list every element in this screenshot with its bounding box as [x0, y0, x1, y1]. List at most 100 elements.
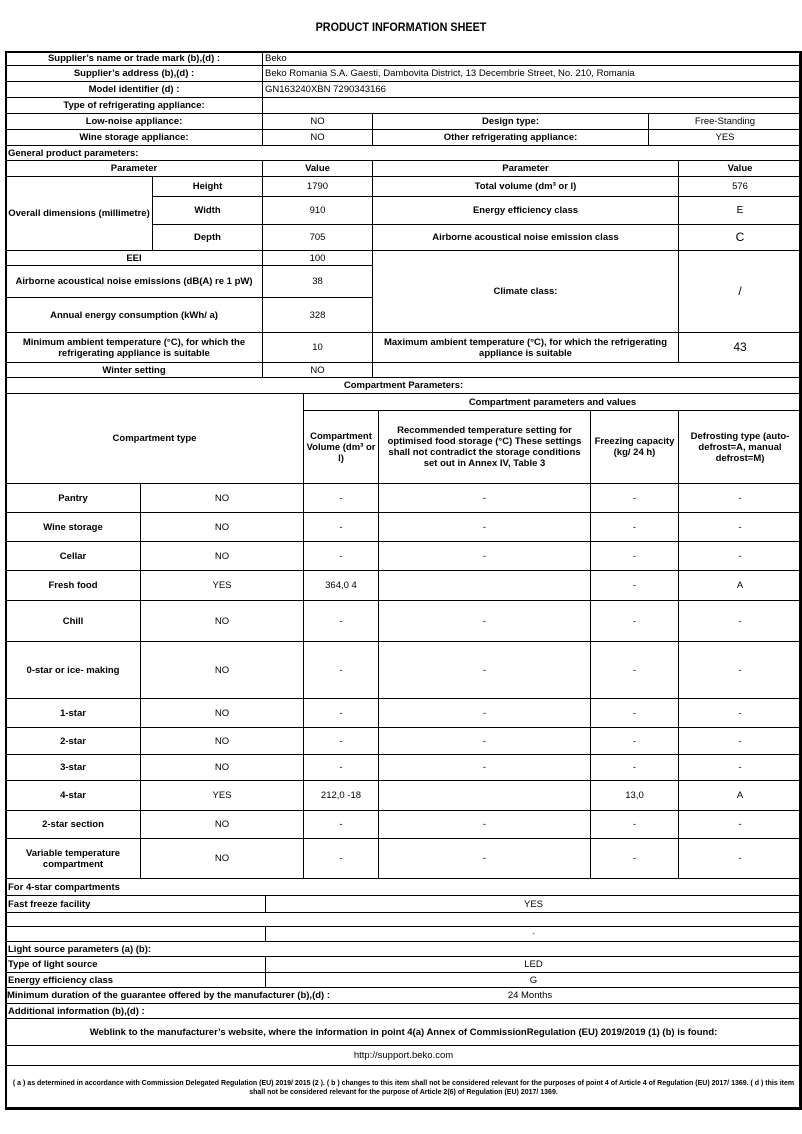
compartment-name: Wine storage	[5, 512, 141, 542]
guarantee-label: Minimum duration of the guarantee offere…	[7, 990, 331, 1001]
compartment-type-header: Compartment type	[5, 393, 304, 484]
light-type-label: Type of light source	[5, 956, 266, 973]
min-ambient-label: Minimum ambient temperature (°C), for wh…	[5, 332, 263, 363]
width-label: Width	[152, 196, 263, 225]
compartment-freezing-capacity: -	[590, 541, 679, 571]
compartment-temperature: -	[378, 641, 591, 699]
low-noise-value: NO	[262, 113, 373, 130]
compartment-freezing-capacity: -	[590, 810, 679, 839]
compartment-freezing-capacity: -	[590, 512, 679, 542]
compartment-temperature: -	[378, 698, 591, 728]
compartment-name: 1-star	[5, 698, 141, 728]
compartment-temperature: -	[378, 541, 591, 571]
compartment-volume: -	[303, 727, 379, 755]
general-parameters-heading: General product parameters:	[5, 145, 802, 161]
noise-emission-value: 38	[262, 265, 373, 298]
energy-class-label: Energy efficiency class	[372, 196, 679, 225]
compartment-temperature: -	[378, 838, 591, 879]
compartment-temperature: -	[378, 727, 591, 755]
climate-class-label: Climate class:	[372, 250, 679, 333]
compartment-temperature	[378, 780, 591, 811]
light-type-value: LED	[265, 956, 802, 973]
annual-energy-value: 328	[262, 297, 373, 333]
compartment-temperature: -	[378, 754, 591, 781]
additional-information-label: Additional information (b),(d) :	[5, 1003, 802, 1019]
height-label: Height	[152, 176, 263, 197]
weblink-label: Weblink to the manufacturer’s website, w…	[5, 1018, 802, 1046]
compartment-volume: -	[303, 838, 379, 879]
freezing-capacity-header: Freezing capacity (kg/ 24 h)	[590, 410, 679, 484]
compartment-volume: -	[303, 483, 379, 513]
compartment-volume: 212,0 -18	[303, 780, 379, 811]
light-source-heading: Light source parameters (a) (b):	[5, 941, 802, 957]
compartment-temperature: -	[378, 483, 591, 513]
energy-class-value: E	[678, 196, 802, 225]
total-volume-value: 576	[678, 176, 802, 197]
winter-setting-label: Winter setting	[5, 362, 263, 378]
design-type-value: Free-Standing	[648, 113, 802, 130]
compartment-freezing-capacity: -	[590, 754, 679, 781]
compartment-present: NO	[140, 754, 304, 781]
design-type-label: Design type:	[372, 113, 649, 130]
compartment-volume: -	[303, 641, 379, 699]
compartment-present: YES	[140, 780, 304, 811]
model-identifier-label: Model identifier (d) :	[5, 81, 263, 98]
parameter-header: Parameter	[372, 160, 679, 177]
noise-class-value: C	[678, 224, 802, 251]
compartment-name: 2-star section	[5, 810, 141, 839]
model-identifier-value: GN163240XBN 7290343166	[262, 81, 802, 98]
parameter-header: Parameter	[5, 160, 263, 177]
compartment-volume: -	[303, 698, 379, 728]
compartment-name: 2-star	[5, 727, 141, 755]
compartment-defrost-type: A	[678, 780, 802, 811]
wine-storage-value: NO	[262, 129, 373, 146]
eei-value: 100	[262, 250, 373, 266]
compartment-defrost-type: -	[678, 754, 802, 781]
low-noise-label: Low-noise appliance:	[5, 113, 263, 130]
compartment-name: 3-star	[5, 754, 141, 781]
depth-value: 705	[262, 224, 373, 251]
compartment-temperature: -	[378, 512, 591, 542]
compartment-defrost-type: -	[678, 600, 802, 642]
compartment-volume: -	[303, 600, 379, 642]
other-appliance-label: Other refrigerating appliance:	[372, 129, 649, 146]
compartment-name: Chill	[5, 600, 141, 642]
compartment-temperature	[378, 570, 591, 601]
compartment-freezing-capacity: -	[590, 727, 679, 755]
empty-cell	[262, 97, 802, 114]
compartment-present: NO	[140, 810, 304, 839]
defrosting-type-header: Defrosting type (auto-defrost=A, manual …	[678, 410, 802, 484]
compartment-temperature: -	[378, 810, 591, 839]
compartment-defrost-type: -	[678, 641, 802, 699]
compartment-freezing-capacity: -	[590, 641, 679, 699]
temperature-header: Recommended temperature setting for opti…	[378, 410, 591, 484]
compartment-name: Fresh food	[5, 570, 141, 601]
compartment-freezing-capacity: 13,0	[590, 780, 679, 811]
other-appliance-value: YES	[648, 129, 802, 146]
compartment-defrost-type: -	[678, 541, 802, 571]
fast-freeze-label: Fast freeze facility	[5, 895, 266, 913]
compartment-present: NO	[140, 600, 304, 642]
compartment-defrost-type: -	[678, 810, 802, 839]
compartment-present: NO	[140, 698, 304, 728]
value-header: Value	[262, 160, 373, 177]
weblink-url[interactable]: http://support.beko.com	[5, 1045, 802, 1066]
compartment-present: NO	[140, 838, 304, 879]
compartment-freezing-capacity: -	[590, 698, 679, 728]
supplier-address-value: Beko Romania S.A. Gaesti, Dambovita Dist…	[262, 65, 802, 82]
compartment-freezing-capacity: -	[590, 570, 679, 601]
height-value: 1790	[262, 176, 373, 197]
compartment-present: YES	[140, 570, 304, 601]
max-ambient-value: 43	[678, 332, 802, 363]
appliance-type-label: Type of refrigerating appliance:	[5, 97, 263, 114]
compartment-volume: -	[303, 810, 379, 839]
empty-cell	[5, 926, 266, 942]
guarantee-value: 24 Months	[507, 990, 553, 1001]
compartment-volume: -	[303, 512, 379, 542]
footnote: ( a ) as determined in accordance with C…	[5, 1065, 802, 1110]
eei-label: EEI	[5, 250, 263, 266]
empty-cell	[372, 362, 802, 378]
compartment-present: NO	[140, 641, 304, 699]
compartment-freezing-capacity: -	[590, 600, 679, 642]
